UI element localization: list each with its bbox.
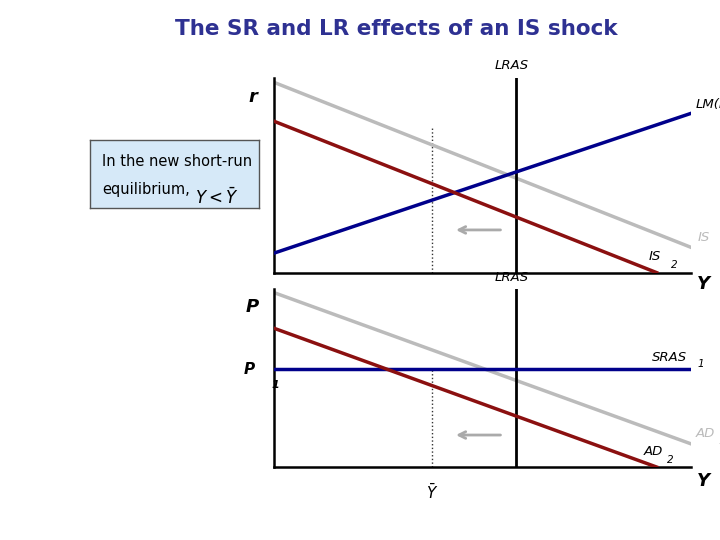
- Text: SRAS: SRAS: [652, 351, 687, 364]
- Text: LM(P: LM(P: [696, 98, 720, 111]
- Text: 73: 73: [679, 508, 698, 523]
- Text: 2: 2: [671, 260, 678, 269]
- Text: LRAS: LRAS: [495, 271, 528, 284]
- Text: $\bar{Y}$: $\bar{Y}$: [426, 483, 438, 502]
- Text: 1: 1: [719, 436, 720, 446]
- Text: 2: 2: [667, 455, 674, 465]
- Text: AD: AD: [696, 427, 715, 440]
- Text: AD: AD: [644, 445, 664, 458]
- Text: The SR and LR effects of an IS shock: The SR and LR effects of an IS shock: [175, 19, 617, 39]
- Text: equilibrium,: equilibrium,: [102, 183, 189, 197]
- Text: 1: 1: [271, 380, 279, 390]
- Text: Y: Y: [697, 472, 710, 490]
- Text: Aggregate Demand I: Aggregate Demand I: [133, 508, 292, 523]
- Text: LRAS: LRAS: [495, 59, 528, 72]
- Text: IS: IS: [648, 250, 660, 263]
- Text: r: r: [248, 88, 257, 106]
- Text: Y: Y: [697, 275, 710, 293]
- Text: $Y < \bar{Y}$: $Y < \bar{Y}$: [195, 187, 239, 208]
- Text: IS: IS: [698, 231, 710, 244]
- Text: $\bar{Y}$: $\bar{Y}$: [426, 290, 438, 309]
- Text: In the new short-run: In the new short-run: [102, 154, 252, 169]
- Text: P: P: [243, 362, 255, 376]
- Text: P: P: [246, 298, 259, 316]
- Text: CHAPTER 10: CHAPTER 10: [29, 509, 116, 522]
- Text: 1: 1: [698, 359, 704, 369]
